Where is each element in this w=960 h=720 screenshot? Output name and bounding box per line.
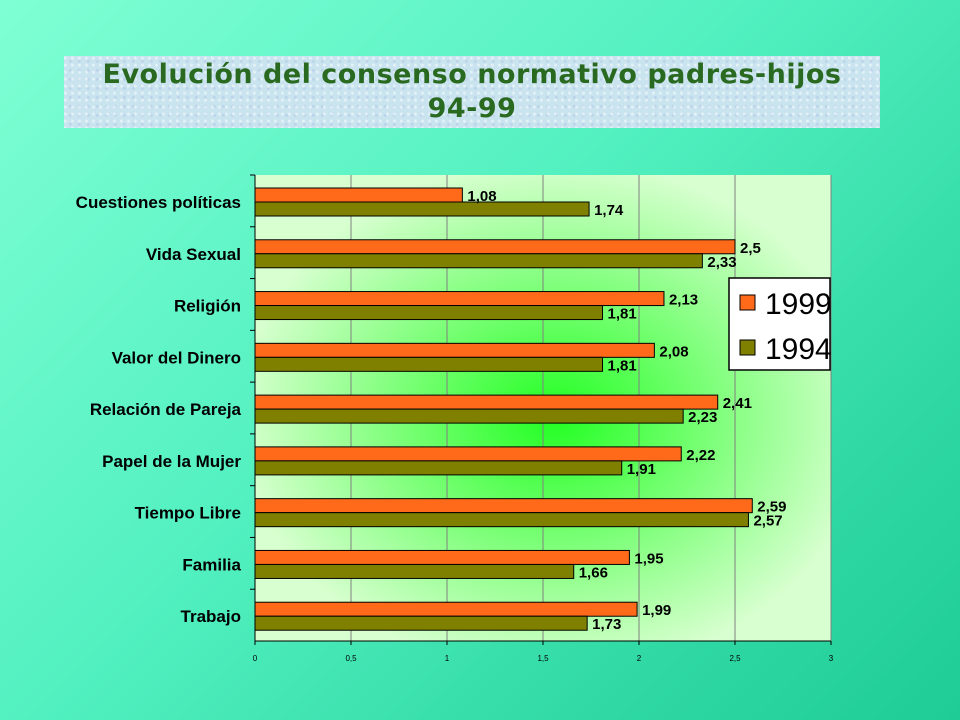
data-label-1994: 1,74 [594, 202, 624, 219]
category-label: Vida Sexual [146, 245, 241, 264]
data-label-1999: 1,95 [634, 550, 663, 567]
bar-1999-1 [254, 239, 736, 255]
bar-1999-8 [254, 601, 638, 617]
category-label: Familia [182, 555, 241, 574]
data-label-1999: 2,41 [723, 395, 752, 412]
bar-1994-4 [254, 408, 684, 424]
data-label-1999: 1,99 [642, 602, 671, 619]
x-tick-label: 2,5 [729, 654, 741, 663]
bar-1994-7 [254, 563, 575, 579]
legend-label-1999: 1999 [765, 288, 832, 321]
data-label-1994: 2,33 [707, 254, 736, 271]
chart-title: Evolución del consenso normativo padres-… [64, 56, 880, 128]
x-tick-label: 1,5 [537, 654, 549, 663]
category-label: Religión [174, 297, 241, 316]
data-label-1994: 2,23 [688, 409, 717, 426]
bar-1999-2 [254, 291, 665, 307]
chart-title-line-2: 94-99 [427, 93, 517, 124]
data-label-1994: 1,81 [608, 357, 637, 374]
data-label-1994: 2,57 [753, 513, 782, 530]
data-label-1999: 2,59 [757, 499, 786, 516]
bar-1999-7 [254, 549, 630, 565]
bar-1994-5 [254, 460, 623, 476]
x-tick-label: 1 [445, 654, 450, 663]
data-label-1999: 2,08 [659, 343, 688, 360]
data-label-1999: 2,5 [740, 240, 761, 257]
bar-1999-5 [254, 446, 682, 462]
bar-1994-6 [254, 512, 749, 528]
bar-1999-4 [254, 394, 719, 410]
bar-1994-1 [254, 253, 703, 269]
data-label-1994: 1,81 [608, 306, 637, 323]
bar-1994-2 [254, 305, 604, 321]
data-label-1994: 1,66 [579, 564, 608, 581]
chart-title-line-1: Evolución del consenso normativo padres-… [102, 59, 842, 90]
data-label-1999: 1,08 [467, 188, 496, 205]
data-label-1999: 2,22 [686, 447, 715, 464]
legend-swatch-1994 [739, 339, 756, 356]
bar-1994-3 [254, 356, 604, 372]
data-label-1999: 2,13 [669, 292, 698, 309]
data-label-1994: 1,91 [627, 461, 656, 478]
x-tick-label: 0 [253, 654, 258, 663]
category-label: Valor del Dinero [112, 348, 241, 367]
category-label: Papel de la Mujer [102, 452, 241, 471]
bar-1999-3 [254, 342, 655, 358]
bar-1999-6 [254, 498, 753, 514]
bar-1994-8 [254, 615, 588, 631]
bar-1994-0 [254, 201, 590, 217]
legend-swatch-1999 [739, 294, 756, 311]
category-label: Cuestiones políticas [76, 193, 241, 212]
legend-label-1994: 1994 [765, 333, 832, 366]
bar-1999-0 [254, 187, 463, 203]
legend-box [728, 277, 831, 371]
x-tick-label: 3 [829, 654, 834, 663]
category-label: Relación de Pareja [90, 400, 242, 419]
x-tick-label: 2 [637, 654, 642, 663]
x-tick-label: 0,5 [345, 654, 357, 663]
category-label: Trabajo [181, 607, 241, 626]
data-label-1994: 1,73 [592, 616, 621, 633]
category-label: Tiempo Libre [135, 504, 241, 523]
